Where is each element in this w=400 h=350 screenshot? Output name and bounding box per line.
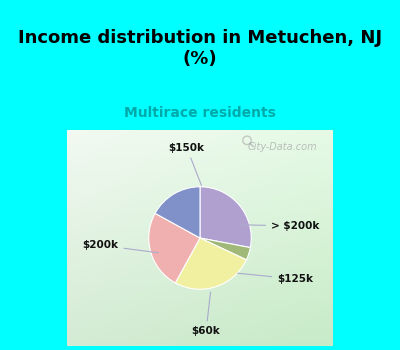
Text: > $200k: > $200k	[240, 221, 320, 231]
Wedge shape	[155, 187, 200, 238]
Wedge shape	[149, 213, 200, 283]
Text: $200k: $200k	[82, 240, 158, 253]
Text: Income distribution in Metuchen, NJ
(%): Income distribution in Metuchen, NJ (%)	[18, 29, 382, 68]
Wedge shape	[175, 238, 246, 289]
Wedge shape	[200, 238, 250, 260]
Text: City-Data.com: City-Data.com	[248, 141, 318, 152]
Text: Multirace residents: Multirace residents	[124, 106, 276, 120]
Text: $60k: $60k	[192, 292, 220, 336]
Text: $150k: $150k	[169, 142, 205, 186]
Wedge shape	[200, 187, 251, 247]
Text: $125k: $125k	[238, 273, 313, 284]
